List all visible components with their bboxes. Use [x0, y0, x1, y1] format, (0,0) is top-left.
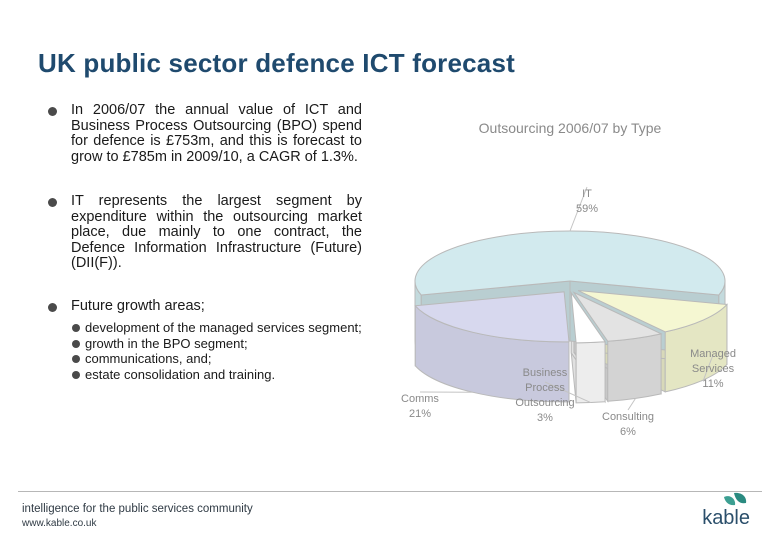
pie-slice-side	[575, 341, 606, 404]
footer-url: www.kable.co.uk	[22, 518, 97, 529]
bullet-dot-icon	[48, 198, 57, 207]
pie-label: Services	[692, 363, 735, 375]
pie-leader-line	[569, 186, 588, 232]
pie-slice-comms	[414, 291, 570, 343]
pie-slice-managed-services	[577, 290, 728, 333]
pie-label: 6%	[620, 426, 636, 438]
sub-bullet-text: communications, and;	[85, 351, 212, 366]
bullet-text: In 2006/07 the annual value of ICT and B…	[71, 102, 362, 165]
chart-title: Outsourcing 2006/07 by Type	[479, 120, 662, 136]
bullet-dot-icon	[48, 107, 57, 116]
pie-slice-consulting	[572, 291, 663, 342]
sub-bullet-item: growth in the BPO segment;	[71, 336, 362, 352]
bullet-item: Future growth areas; development of the …	[40, 297, 362, 383]
pie-label: Comms	[401, 393, 439, 405]
pie-label: Business	[523, 367, 568, 379]
pie-chart: Outsourcing 2006/07 by Type IT 59% Managed S…	[401, 120, 736, 438]
sub-bullet-item: development of the managed services segm…	[71, 320, 362, 336]
bullet-dot-icon	[72, 339, 80, 348]
bullet-item: IT represents the largest segment by exp…	[40, 193, 362, 272]
bullet-text: Future growth areas;	[71, 297, 205, 314]
pie-label: Process	[525, 382, 565, 394]
kable-logo-leaf-icon	[724, 492, 747, 506]
pie-label: IT	[582, 188, 592, 200]
bullet-dot-icon	[72, 355, 80, 363]
pie-label: Consulting	[602, 411, 654, 423]
pie-label: 3%	[537, 412, 553, 424]
bullet-text: IT represents the largest segment by exp…	[71, 193, 362, 271]
sub-bullet-text: development of the managed services segm…	[85, 320, 362, 335]
bullet-item: In 2006/07 the annual value of ICT and B…	[40, 102, 362, 165]
footer-divider	[18, 491, 762, 492]
bullet-dot-icon	[72, 370, 80, 379]
slide-title: UK public sector defence ICT forecast	[38, 48, 515, 78]
pie-label: 21%	[409, 408, 431, 420]
kable-logo-text: kable	[702, 507, 750, 529]
pie-slice-business-process-outsourcing	[570, 291, 606, 344]
pie-leader-line	[703, 354, 714, 381]
bullet-dot-icon	[72, 324, 80, 332]
bullet-list: In 2006/07 the annual value of ICT and B…	[40, 102, 362, 383]
sub-bullet-list: development of the managed services segm…	[71, 320, 362, 382]
sub-bullet-text: growth in the BPO segment;	[85, 335, 248, 351]
pie-slice-it	[414, 230, 726, 296]
footer-tagline: intelligence for the public services com…	[22, 503, 253, 515]
pie-slice-side	[607, 333, 662, 402]
sub-bullet-item: communications, and;	[71, 351, 362, 367]
pie-leader-line	[544, 381, 591, 404]
pie-label: 59%	[576, 203, 598, 215]
sub-bullet-text: estate consolidation and training.	[85, 366, 276, 382]
bullet-dot-icon	[48, 302, 57, 312]
sub-bullet-item: estate consolidation and training.	[71, 367, 362, 383]
pie-leader-line	[627, 398, 636, 411]
pie-label: 11%	[702, 378, 723, 390]
pie-label: Outsourcing	[515, 397, 574, 409]
pie-label: Managed	[690, 348, 736, 360]
